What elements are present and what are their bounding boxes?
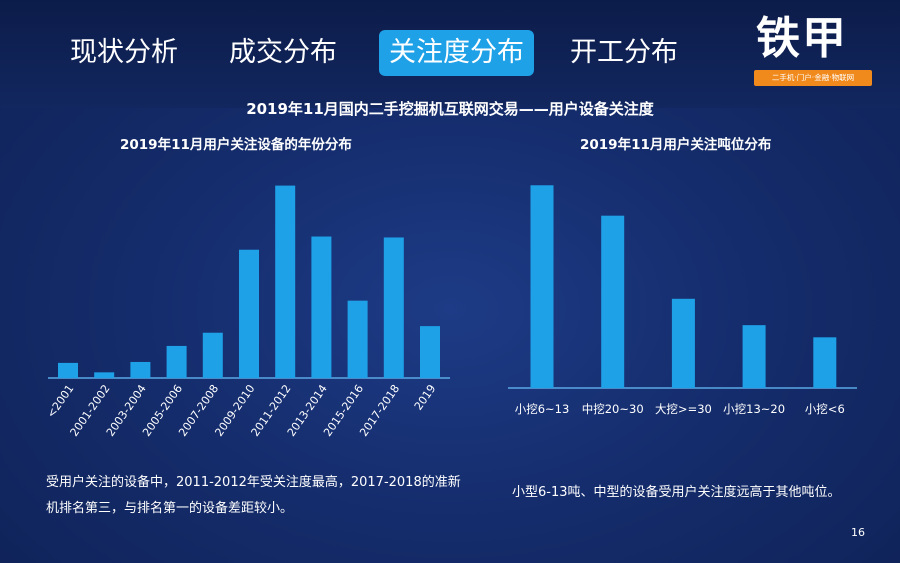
top-banner: 现状分析 成交分布 关注度分布 开工分布 铁甲 二手机·门户·金融·物联网 — [0, 0, 900, 108]
bar-2 — [671, 298, 695, 388]
bar-0 — [530, 185, 554, 388]
tab-transaction-distribution[interactable]: 成交分布 — [229, 37, 337, 68]
page-number: 16 — [851, 526, 865, 539]
logo-tagline: 二手机·门户·金融·物联网 — [754, 70, 872, 86]
bar-2 — [130, 361, 151, 378]
bar-10 — [420, 326, 440, 378]
x-tick-label: 小挖6~13 — [515, 402, 570, 416]
logo-wordmark: 铁甲 — [756, 13, 848, 64]
bar-8 — [347, 300, 368, 378]
bar-3 — [742, 325, 766, 388]
bar-0 — [58, 362, 78, 378]
bar-4 — [202, 332, 223, 378]
brand-logo: 铁甲 二手机·门户·金融·物联网 — [748, 12, 876, 90]
tonnage-chart-note: 小型6-13吨、中型的设备受用户关注度远高于其他吨位。 — [512, 485, 841, 500]
bar-9 — [383, 237, 404, 378]
tonnage-chart-title: 2019年11月用户关注吨位分布 — [580, 137, 772, 153]
year-distribution-chart: <20012001-20022003-20042005-20062007-200… — [44, 185, 450, 439]
x-tick-label: 大挖>=30 — [655, 402, 712, 416]
tab-status-analysis[interactable]: 现状分析 — [70, 37, 178, 68]
page-title: 2019年11月国内二手挖掘机互联网交易——用户设备关注度 — [246, 100, 654, 118]
x-tick-label: 小挖<6 — [805, 402, 845, 416]
tonnage-distribution-chart: 小挖6~13 中挖20~30 大挖>=30 小挖13~20 小挖<6 — [508, 185, 857, 416]
year-chart-title: 2019年11月用户关注设备的年份分布 — [120, 137, 352, 153]
x-tick-label: 小挖13~20 — [723, 402, 785, 416]
bar-1 — [601, 215, 625, 388]
year-chart-note: 受用户关注的设备中，2011-2012年受关注度最高，2017-2018的准新机… — [46, 475, 461, 516]
bar-7 — [311, 236, 332, 378]
tab-attention-distribution[interactable]: 关注度分布 — [379, 30, 534, 76]
bar-3 — [166, 345, 187, 378]
tab-operation-distribution[interactable]: 开工分布 — [570, 37, 678, 68]
bar-6 — [275, 185, 296, 378]
bar-4 — [813, 337, 837, 388]
bar-5 — [239, 249, 259, 378]
bar-1 — [94, 372, 115, 378]
x-tick-label: 中挖20~30 — [582, 402, 644, 416]
